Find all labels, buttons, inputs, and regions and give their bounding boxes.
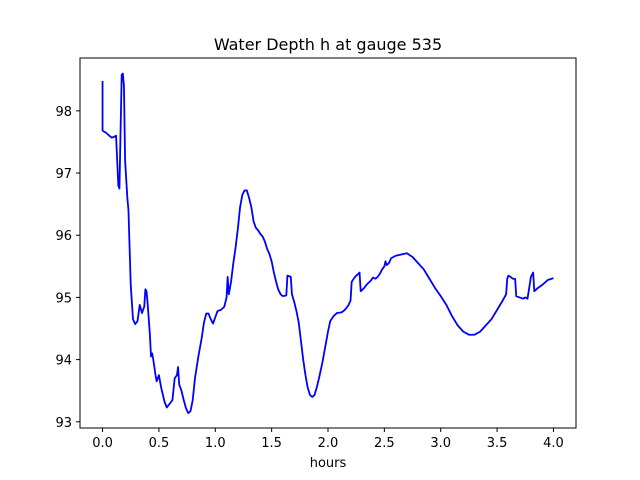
x-tick-label: 0.0 — [92, 436, 113, 451]
y-axis: 93 94 95 96 97 98 — [55, 105, 80, 431]
x-tick-label: 3.5 — [487, 436, 508, 451]
y-tick-label: 93 — [55, 416, 72, 431]
x-tick-label: 0.5 — [149, 436, 170, 451]
plot-area — [79, 57, 577, 429]
x-tick-label: 4.0 — [543, 436, 564, 451]
y-tick-label: 97 — [55, 167, 72, 182]
y-tick-label: 95 — [55, 291, 72, 306]
chart-title: Water Depth h at gauge 535 — [214, 35, 442, 54]
x-tick-label: 2.5 — [374, 436, 395, 451]
x-tick-label: 2.0 — [318, 436, 339, 451]
x-tick-label: 3.0 — [430, 436, 451, 451]
x-axis: 0.0 0.5 1.0 1.5 2.0 2.5 3.0 3.5 4.0 — [92, 428, 564, 451]
plot-background — [80, 58, 576, 428]
x-tick-label: 1.5 — [261, 436, 282, 451]
series-line — [101, 72, 554, 414]
y-tick-label: 96 — [55, 229, 72, 244]
x-axis-label: hours — [310, 456, 347, 471]
y-tick-label: 98 — [55, 105, 72, 120]
x-tick-label: 1.0 — [205, 436, 226, 451]
y-tick-label: 94 — [55, 354, 72, 369]
